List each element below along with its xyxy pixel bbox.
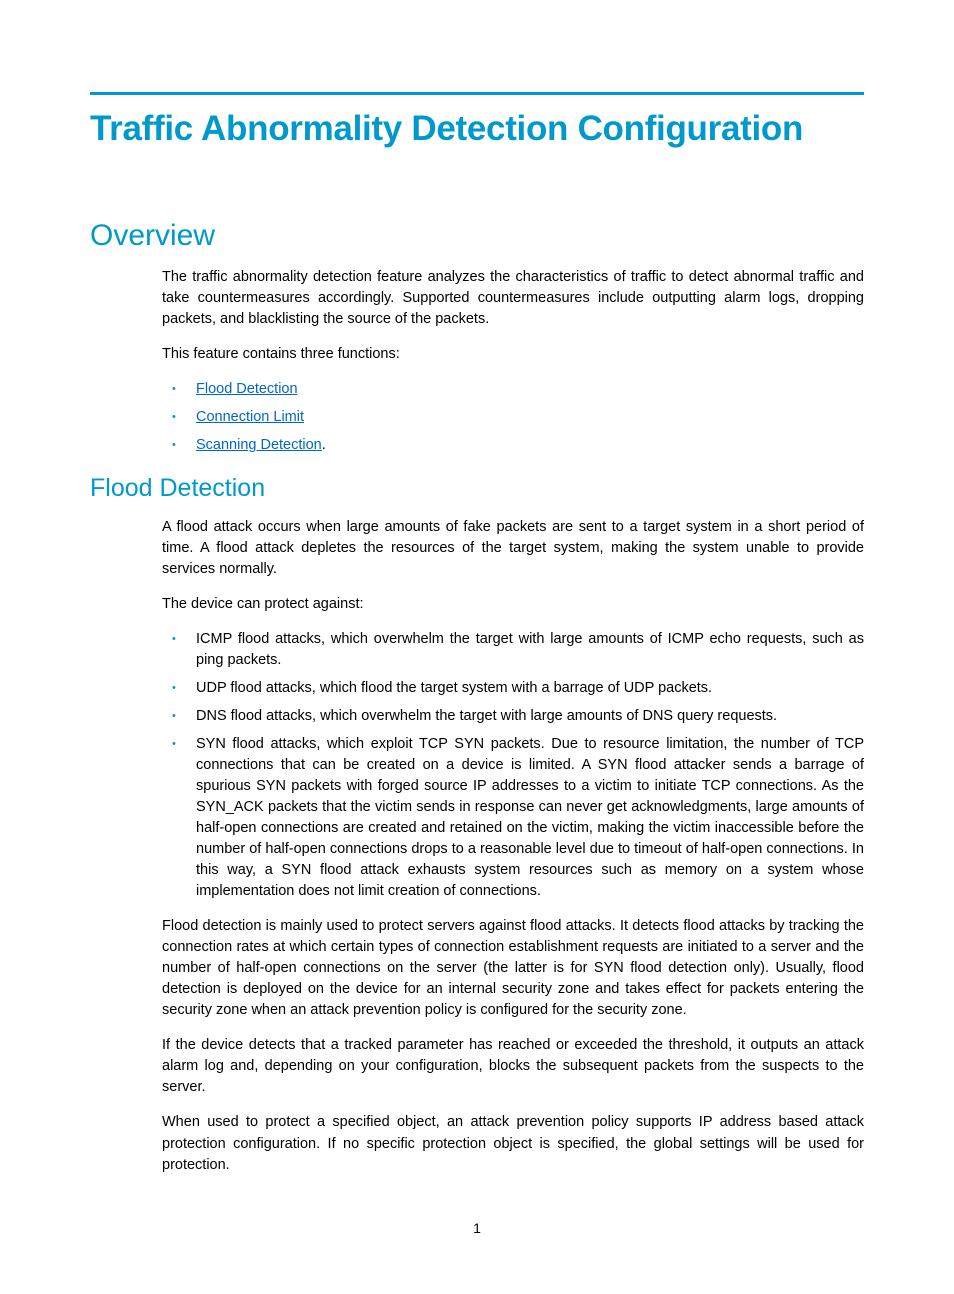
heading-overview: Overview [90, 219, 864, 253]
list-item: Flood Detection [162, 379, 864, 400]
list-item: UDP flood attacks, which flood the targe… [162, 678, 864, 699]
list-item: DNS flood attacks, which overwhelm the t… [162, 706, 864, 727]
flood-para-2: The device can protect against: [162, 594, 864, 615]
list-item: Connection Limit [162, 407, 864, 428]
flood-para-5: When used to protect a specified object,… [162, 1112, 864, 1175]
list-item: SYN flood attacks, which exploit TCP SYN… [162, 734, 864, 902]
flood-protect-list: ICMP flood attacks, which overwhelm the … [162, 629, 864, 902]
heading-flood-detection: Flood Detection [90, 474, 864, 503]
flood-para-4: If the device detects that a tracked par… [162, 1035, 864, 1098]
top-rule [90, 92, 864, 95]
list-item-suffix: . [322, 437, 326, 453]
overview-para-2: This feature contains three functions: [162, 344, 864, 365]
overview-body: The traffic abnormality detection featur… [162, 267, 864, 456]
flood-body: A flood attack occurs when large amounts… [162, 517, 864, 1175]
page-number: 1 [90, 1220, 864, 1236]
link-scanning-detection[interactable]: Scanning Detection [196, 437, 322, 453]
list-item: ICMP flood attacks, which overwhelm the … [162, 629, 864, 671]
link-flood-detection[interactable]: Flood Detection [196, 381, 298, 397]
overview-functions-list: Flood Detection Connection Limit Scannin… [162, 379, 864, 456]
flood-para-3: Flood detection is mainly used to protec… [162, 916, 864, 1021]
flood-para-1: A flood attack occurs when large amounts… [162, 517, 864, 580]
link-connection-limit[interactable]: Connection Limit [196, 409, 304, 425]
page-title: Traffic Abnormality Detection Configurat… [90, 109, 864, 149]
list-item: Scanning Detection. [162, 435, 864, 456]
overview-para-1: The traffic abnormality detection featur… [162, 267, 864, 330]
